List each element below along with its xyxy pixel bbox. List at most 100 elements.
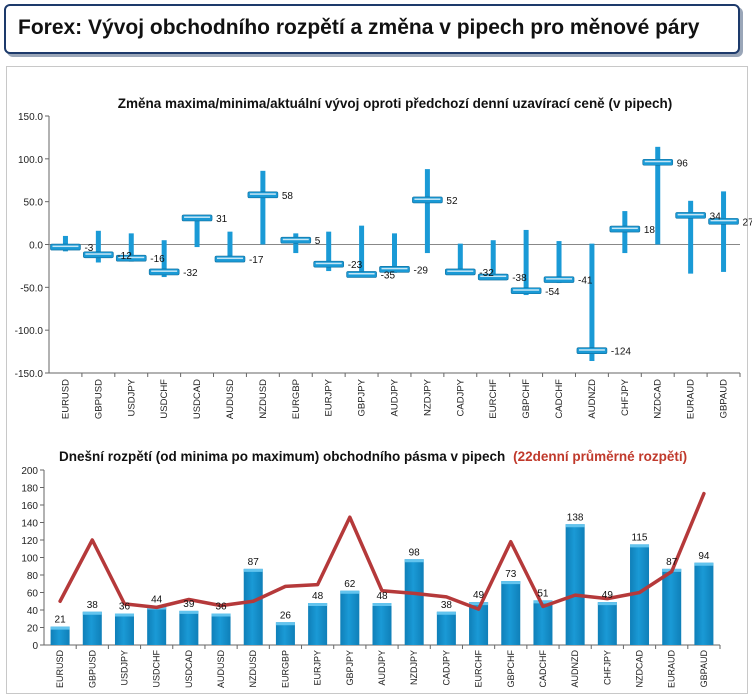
bar-body	[662, 568, 682, 645]
y-tick-label: 140	[21, 519, 38, 530]
y-tick-label: -50.0	[20, 283, 43, 294]
current-marker	[412, 196, 443, 204]
bar-top	[340, 590, 360, 594]
current-marker	[346, 271, 377, 278]
current-marker-shine	[348, 272, 375, 275]
y-tick-label: 160	[21, 501, 38, 512]
x-tick-label: EURCHF	[474, 649, 484, 687]
current-marker-shine	[546, 278, 573, 280]
bar-line-chart-avg-line	[58, 491, 706, 611]
y-tick-label: -100.0	[15, 326, 44, 337]
bar-body	[436, 611, 456, 645]
bar-body	[565, 524, 585, 645]
current-marker	[247, 191, 279, 199]
current-marker-shine	[710, 219, 737, 222]
bar-value-label: 36	[215, 602, 227, 613]
bar-top	[211, 613, 231, 617]
range-bar	[128, 233, 134, 262]
bar-value-label: 39	[183, 599, 195, 610]
title-banner: Forex: Vývoj obchodního rozpětí a změna …	[4, 4, 740, 54]
range-bar	[630, 544, 650, 645]
x-tick-label: AUDUSD	[216, 650, 226, 689]
current-marker	[642, 158, 674, 166]
current-marker	[181, 214, 213, 222]
x-tick-label: CADCHF	[538, 649, 548, 687]
x-tick-label: CHFJPY	[620, 378, 631, 416]
x-tick-label: EURGBP	[291, 379, 302, 419]
x-tick-label: EURAUD	[686, 379, 697, 419]
range-chart-x-ticks: EURUSD GBPUSD USDJPY USDCHF USDCAD AUDUSD NZDU…	[60, 373, 741, 419]
bar-top	[694, 562, 714, 566]
bar-body	[533, 600, 553, 645]
current-marker-shine	[677, 213, 704, 216]
current-marker	[675, 212, 706, 219]
bar-value-label: 87	[248, 557, 260, 568]
range-bar	[490, 240, 496, 278]
range-bar	[243, 568, 263, 645]
avg-range-line	[58, 491, 706, 611]
x-tick-label: NZDCAD	[635, 650, 645, 688]
current-value-label: 27	[743, 217, 752, 228]
bar-top	[50, 626, 70, 630]
bar-body	[275, 622, 295, 645]
x-tick-label: EURGBP	[280, 650, 290, 688]
current-value-label: -35	[381, 270, 396, 281]
bar-top	[275, 622, 295, 626]
bar-top	[372, 603, 392, 606]
x-tick-label: AUDUSD	[225, 379, 236, 419]
bar-value-label: 21	[55, 615, 67, 626]
x-tick-label: USDJPY	[126, 378, 137, 416]
current-marker-shine	[381, 267, 408, 270]
current-marker-shine	[184, 216, 211, 218]
x-tick-label: AUDJPY	[390, 378, 401, 416]
range-bar	[533, 600, 553, 645]
current-marker-shine	[315, 262, 342, 265]
range-bar	[392, 233, 397, 273]
bar-value-label: 36	[119, 602, 131, 613]
chart-panel	[6, 66, 748, 694]
bar-body	[372, 603, 392, 645]
range-bar	[147, 606, 167, 645]
current-value-label: -124	[611, 347, 631, 358]
range-chart-title: Změna maxima/minima/aktuální vývoj oprot…	[118, 96, 672, 111]
bar-value-label: 38	[441, 600, 453, 611]
current-value-label: -32	[479, 268, 494, 279]
range-bar	[688, 200, 694, 274]
x-tick-label: USDCAD	[192, 379, 203, 419]
current-value-label: -41	[578, 276, 593, 287]
bar-value-label: 51	[537, 588, 549, 599]
range-bar	[469, 602, 489, 645]
x-tick-label: USDCAD	[184, 650, 194, 689]
current-value-label: -29	[414, 265, 429, 276]
bar-top	[565, 524, 585, 528]
x-tick-label: AUDNZD	[570, 650, 580, 688]
current-marker-shine	[513, 289, 540, 291]
range-bar	[662, 568, 682, 645]
x-tick-label: GBPAUD	[719, 379, 730, 419]
bar-value-label: 49	[602, 590, 614, 601]
bar-body	[404, 559, 424, 645]
x-tick-label: NZDJPY	[422, 378, 433, 416]
bar-value-label: 115	[632, 532, 648, 543]
y-tick-label: 100	[21, 554, 38, 565]
current-marker	[510, 287, 542, 295]
bar-body	[501, 581, 521, 645]
current-value-label: -17	[249, 255, 264, 266]
range-bar	[340, 590, 360, 645]
x-tick-label: USDCHF	[152, 649, 162, 687]
y-tick-label: 20	[27, 624, 39, 635]
current-value-label: 18	[644, 225, 656, 236]
x-tick-label: USDCHF	[159, 379, 170, 419]
current-marker-shine	[414, 198, 441, 200]
y-tick-label: 100.0	[18, 155, 43, 166]
y-tick-label: 40	[27, 606, 39, 617]
current-value-label: 52	[446, 196, 458, 207]
range-bar	[721, 191, 727, 272]
bar-line-chart-title: Dnešní rozpětí (od minima po maximum) ob…	[59, 449, 505, 464]
range-bar	[308, 603, 328, 645]
x-tick-label: GBPJPY	[357, 378, 368, 416]
range-bar	[95, 230, 101, 263]
y-tick-label: 150.0	[18, 112, 43, 123]
current-value-label: 5	[315, 236, 321, 247]
